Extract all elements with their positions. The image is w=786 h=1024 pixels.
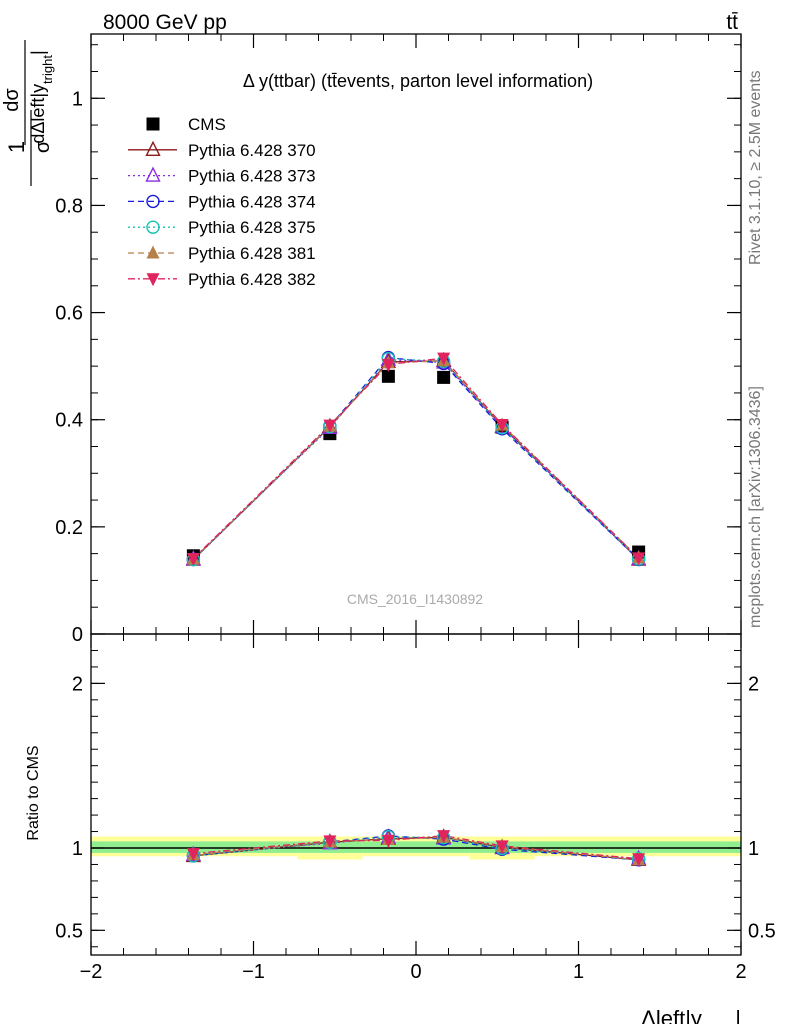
- series-line-5: [192, 360, 640, 560]
- series-line-6: [192, 357, 640, 559]
- ratio-6-point: [632, 853, 646, 867]
- series-6-point: [323, 419, 337, 433]
- ratio-6-point: [437, 830, 451, 844]
- analysis-id-label: CMS_2016_I1430892: [347, 591, 483, 607]
- series-line-1: [192, 360, 640, 561]
- legend-marker: [145, 166, 161, 182]
- inner-uncertainty-band: [534, 841, 741, 853]
- ratio-6-point: [381, 834, 395, 848]
- series-6-point: [437, 352, 451, 366]
- cms-data-point: [437, 370, 451, 384]
- chart-title: Δ y(ttbar) (tt̄events, parton level info…: [243, 71, 593, 91]
- x-tick-label: −2: [80, 961, 103, 983]
- x-axis-label: Δleft|ytright|: [641, 1006, 741, 1024]
- legend-marker: [146, 245, 160, 259]
- x-label-sub: tright: [702, 1022, 736, 1024]
- series-line-3: [192, 356, 640, 561]
- main-panel: 0 0.2 0.4 0.6 0.8 1: [55, 33, 742, 646]
- ratio-y-tick-label-right: 1: [748, 838, 759, 860]
- y-label-1: 1: [4, 141, 29, 153]
- legend-label: Pythia 6.428 381: [188, 244, 316, 263]
- ratio-y-tick-label-right: 2: [748, 673, 759, 695]
- legend-label: Pythia 6.428 375: [188, 218, 316, 237]
- legend-marker: [146, 117, 160, 131]
- legend-marker: [145, 140, 161, 157]
- ratio-y-axis-label: Ratio to CMS: [25, 745, 42, 840]
- x-tick-label: 2: [735, 961, 746, 983]
- legend-marker: [146, 194, 160, 209]
- legend-marker: [146, 220, 160, 234]
- ratio-line-6: [193, 834, 639, 860]
- legend: CMS Pythia 6.428 370 Pythia 6.428 373 Pythi…: [128, 115, 316, 289]
- mcplots-label: mcplots.cern.ch [arXiv:1306.3436]: [747, 386, 764, 628]
- x-label-main: Δleft|y: [641, 1006, 702, 1024]
- x-tick-label: −1: [242, 961, 265, 983]
- series-line-2: [192, 359, 640, 560]
- ratio-6-point: [186, 848, 200, 862]
- inner-uncertainty-band: [91, 841, 298, 853]
- main-y-axis-label: 1 σ dσ dΔleft|ytright|: [1, 40, 55, 186]
- ratio-panel: 0.5 0.5 1 1 2 2 −2 −1 0 1 2: [55, 633, 776, 983]
- series-6-point: [186, 552, 200, 566]
- ratio-y-tick-label-right: 0.5: [748, 920, 776, 942]
- legend-label: Pythia 6.428 373: [188, 167, 316, 186]
- main-y-tick-label: 0.4: [55, 410, 83, 432]
- rivet-label: Rivet 3.1.10, ≥ 2.5M events: [747, 70, 764, 265]
- ratio-6-point: [323, 835, 337, 849]
- legend-label: Pythia 6.428 382: [188, 270, 316, 289]
- cms-data-point: [381, 369, 395, 383]
- main-y-tick-label: 0.8: [55, 195, 83, 217]
- process-label: tt̄: [726, 11, 738, 34]
- ratio-y-tick-label: 2: [72, 673, 83, 695]
- main-y-tick-label: 0.6: [55, 303, 83, 325]
- series-6-point: [495, 419, 509, 433]
- legend-marker: [146, 273, 160, 287]
- main-y-tick-label: 1: [72, 88, 83, 110]
- legend-label: CMS: [188, 115, 226, 134]
- main-y-tick-label: 0.2: [55, 517, 83, 539]
- legend-label: Pythia 6.428 374: [188, 192, 316, 211]
- x-tick-label: 1: [573, 961, 584, 983]
- series-6-point: [632, 552, 646, 566]
- x-tick-label: 0: [410, 961, 421, 983]
- x-label-end: |: [735, 1006, 741, 1024]
- legend-label: Pythia 6.428 370: [188, 141, 316, 160]
- ratio-y-tick-label: 0.5: [55, 920, 83, 942]
- ratio-6-point: [495, 840, 509, 854]
- energy-label: 8000 GeV pp: [103, 11, 227, 34]
- y-label-numerator: dσ: [1, 88, 23, 112]
- inner-uncertainty-band: [362, 841, 416, 853]
- main-y-tick-label: 0: [72, 624, 83, 646]
- inner-uncertainty-band: [416, 841, 470, 853]
- ratio-frame: [90, 633, 742, 956]
- series-line-4: [192, 357, 640, 561]
- series-6-point: [381, 359, 395, 373]
- ratio-y-tick-label: 1: [72, 838, 83, 860]
- y-label-denominator: dΔleft|ytright|: [28, 50, 55, 143]
- y-label-sigma: σ: [32, 140, 54, 153]
